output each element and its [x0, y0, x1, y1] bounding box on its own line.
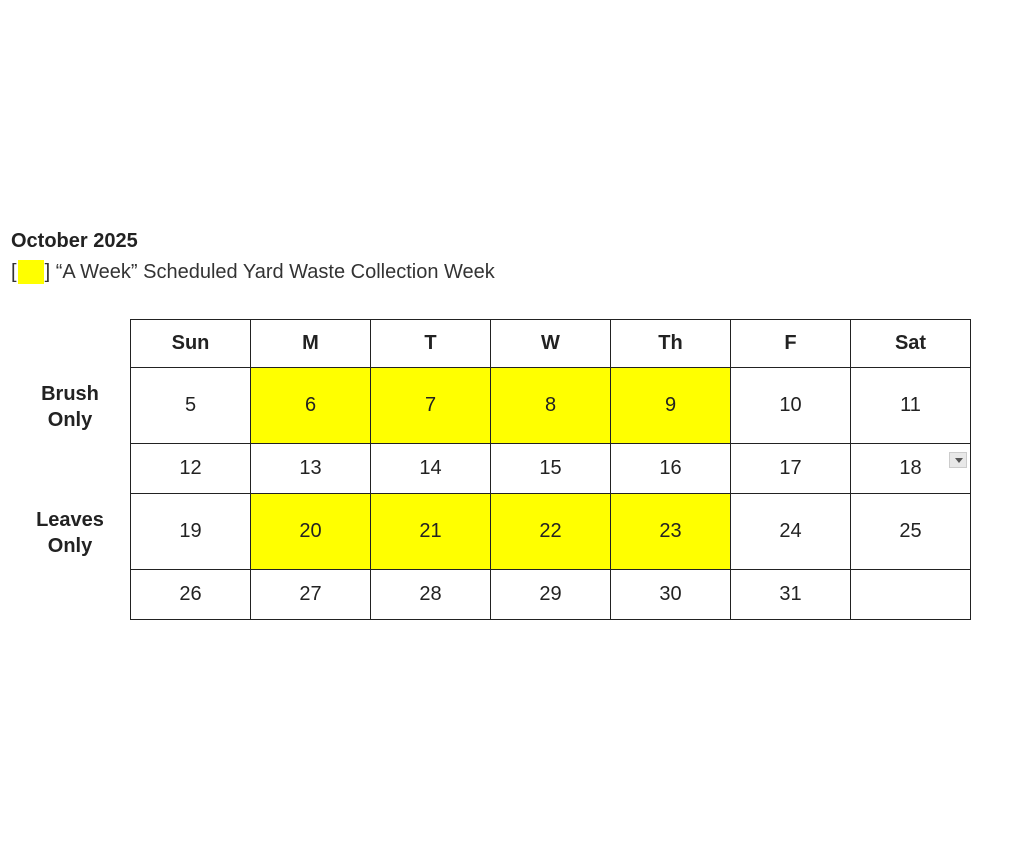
day-number: 25: [899, 520, 922, 542]
day-cell: 12: [130, 443, 251, 494]
day-cell: 14: [370, 443, 491, 494]
row-label-leaves: Leaves Only: [36, 509, 104, 557]
day-number: 10: [779, 394, 802, 416]
day-cell: 13: [250, 443, 371, 494]
day-cell: 24: [730, 493, 851, 570]
day-number: 12: [179, 457, 202, 479]
week-row: 12 13 14 15 16 17 18: [130, 443, 971, 494]
legend: [] “A Week” Scheduled Yard Waste Collect…: [11, 260, 495, 284]
day-cell: 23: [610, 493, 731, 570]
day-number: 18: [899, 457, 922, 479]
week-row: 19 20 21 22 23 24 25: [130, 493, 971, 570]
day-number: 31: [779, 583, 802, 605]
day-number: 5: [184, 394, 197, 416]
day-number: 9: [664, 394, 677, 416]
day-cell: 22: [490, 493, 611, 570]
day-cell: 11: [850, 367, 971, 444]
day-cell: 16: [610, 443, 731, 494]
week-row: 26 27 28 29 30 31: [130, 569, 971, 620]
day-cell: 27: [250, 569, 371, 620]
day-cell: 31: [730, 569, 851, 620]
calendar-table: Sun M T W Th F Sat 5 6 7 8 9 10 11 12 13 14 15 16 17 18 19 20…: [130, 319, 971, 620]
day-number: 26: [179, 583, 202, 605]
day-number: 30: [659, 583, 682, 605]
legend-swatch: [17, 260, 44, 284]
day-cell: 20: [250, 493, 371, 570]
day-number: 13: [299, 457, 322, 479]
day-cell: 26: [130, 569, 251, 620]
day-number: 16: [659, 457, 682, 479]
day-cell: 29: [490, 569, 611, 620]
legend-bracket-close: ]: [44, 260, 51, 283]
day-number: 23: [659, 520, 682, 542]
day-cell: [850, 569, 971, 620]
day-number: 6: [304, 394, 317, 416]
day-header: M: [250, 319, 371, 368]
day-cell: 7: [370, 367, 491, 444]
day-number: 20: [299, 520, 322, 542]
day-number: 8: [544, 394, 557, 416]
day-header: W: [490, 319, 611, 368]
day-cell: 21: [370, 493, 491, 570]
day-number: 11: [900, 394, 921, 416]
day-number: 29: [539, 583, 562, 605]
day-number: 7: [424, 394, 437, 416]
legend-bracket-open: [: [11, 260, 17, 283]
day-cell: 25: [850, 493, 971, 570]
calendar-title: October 2025: [11, 230, 138, 252]
day-cell: 10: [730, 367, 851, 444]
day-number: 27: [299, 583, 322, 605]
day-cell: 18: [850, 443, 971, 494]
row-label-brush: Brush Only: [41, 383, 99, 431]
day-cell: 17: [730, 443, 851, 494]
day-number: 15: [539, 457, 562, 479]
day-header: Th: [610, 319, 731, 368]
day-header: Sun: [130, 319, 251, 368]
day-cell: 30: [610, 569, 731, 620]
day-header: F: [730, 319, 851, 368]
week-row: 5 6 7 8 9 10 11: [130, 367, 971, 444]
dropdown-arrow-icon[interactable]: [949, 452, 967, 468]
day-number: 21: [419, 520, 442, 542]
day-number: 14: [419, 457, 442, 479]
day-cell: 5: [130, 367, 251, 444]
day-header: T: [370, 319, 491, 368]
day-cell: 19: [130, 493, 251, 570]
day-cell: 28: [370, 569, 491, 620]
day-cell: 9: [610, 367, 731, 444]
day-number: 28: [419, 583, 442, 605]
day-number: 24: [779, 520, 802, 542]
day-cell: 6: [250, 367, 371, 444]
legend-text: “A Week” Scheduled Yard Waste Collection…: [55, 260, 495, 283]
day-number: 17: [779, 457, 802, 479]
day-number: 19: [179, 520, 202, 542]
day-cell: 15: [490, 443, 611, 494]
day-header: Sat: [850, 319, 971, 368]
day-number: 22: [539, 520, 562, 542]
day-cell: 8: [490, 367, 611, 444]
